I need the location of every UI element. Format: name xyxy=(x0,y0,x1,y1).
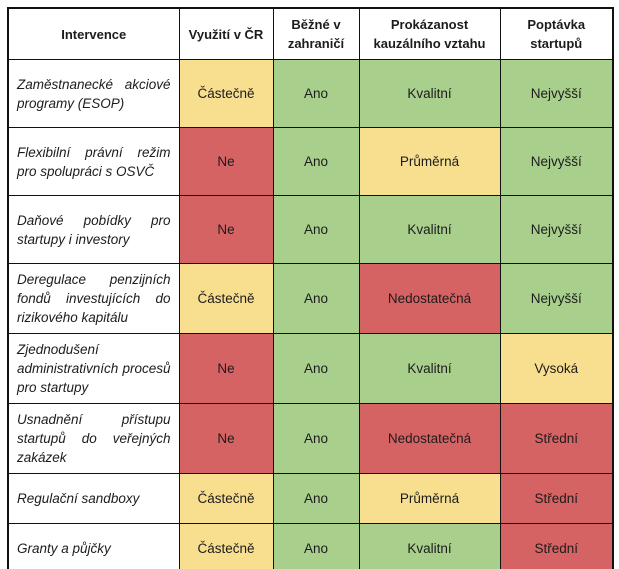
usage-cr-cell: Ne xyxy=(178,333,274,404)
causality-evidence-cell: Průměrná xyxy=(358,127,501,196)
intervention-name: Flexibilní právní režim pro spolupráci s… xyxy=(7,127,180,196)
table-row: Daňové pobídky pro startupy i investory … xyxy=(7,195,614,264)
common-abroad-cell: Ano xyxy=(272,523,360,569)
common-abroad-cell: Ano xyxy=(272,403,360,474)
usage-cr-cell: Ne xyxy=(178,403,274,474)
intervention-name: Deregulace penzijních fondů investujícíc… xyxy=(7,263,180,334)
common-abroad-cell: Ano xyxy=(272,473,360,524)
usage-cr-cell: Ne xyxy=(178,127,274,196)
table-row: Flexibilní právní režim pro spolupráci s… xyxy=(7,127,614,196)
table-row: Regulační sandboxy Částečně Ano Průměrná… xyxy=(7,473,614,524)
causality-evidence-cell: Kvalitní xyxy=(358,195,501,264)
common-abroad-cell: Ano xyxy=(272,59,360,128)
column-header-intervention: Intervence xyxy=(7,7,180,60)
table-row: Usnadnění přístupu startupů do veřejných… xyxy=(7,403,614,474)
table-row: Zaměstnanecké akciové programy (ESOP) Čá… xyxy=(7,59,614,128)
common-abroad-cell: Ano xyxy=(272,263,360,334)
causality-evidence-cell: Kvalitní xyxy=(358,333,501,404)
causality-evidence-cell: Nedostatečná xyxy=(358,403,501,474)
startup-demand-cell: Střední xyxy=(499,403,614,474)
causality-evidence-cell: Nedostatečná xyxy=(358,263,501,334)
usage-cr-cell: Částečně xyxy=(178,59,274,128)
intervention-name: Usnadnění přístupu startupů do veřejných… xyxy=(7,403,180,474)
startup-demand-cell: Nejvyšší xyxy=(499,127,614,196)
table-row: Granty a půjčky Částečně Ano Kvalitní St… xyxy=(7,523,614,569)
intervention-name: Regulační sandboxy xyxy=(7,473,180,524)
common-abroad-cell: Ano xyxy=(272,127,360,196)
usage-cr-cell: Částečně xyxy=(178,473,274,524)
table-row: Zjednodušení administrativních procesů p… xyxy=(7,333,614,404)
common-abroad-cell: Ano xyxy=(272,333,360,404)
table-body: Zaměstnanecké akciové programy (ESOP) Čá… xyxy=(7,59,614,569)
startup-demand-cell: Střední xyxy=(499,523,614,569)
table-header: Intervence Využití v ČR Běžné v zahranič… xyxy=(7,7,614,60)
intervention-name: Daňové pobídky pro startupy i investory xyxy=(7,195,180,264)
startup-demand-cell: Nejvyšší xyxy=(499,195,614,264)
causality-evidence-cell: Průměrná xyxy=(358,473,501,524)
startup-demand-cell: Nejvyšší xyxy=(499,59,614,128)
causality-evidence-cell: Kvalitní xyxy=(358,59,501,128)
startup-demand-cell: Střední xyxy=(499,473,614,524)
usage-cr-cell: Ne xyxy=(178,195,274,264)
common-abroad-cell: Ano xyxy=(272,195,360,264)
usage-cr-cell: Částečně xyxy=(178,263,274,334)
intervention-name: Granty a půjčky xyxy=(7,523,180,569)
startup-demand-cell: Nejvyšší xyxy=(499,263,614,334)
column-header-causality-evidence: Prokázanost kauzálního vztahu xyxy=(358,7,501,60)
header-row: Intervence Využití v ČR Běžné v zahranič… xyxy=(7,7,614,60)
intervention-name: Zjednodušení administrativních procesů p… xyxy=(7,333,180,404)
interventions-table: Intervence Využití v ČR Běžné v zahranič… xyxy=(7,7,614,569)
usage-cr-cell: Částečně xyxy=(178,523,274,569)
table-row: Deregulace penzijních fondů investujícíc… xyxy=(7,263,614,334)
startup-demand-cell: Vysoká xyxy=(499,333,614,404)
column-header-usage-cr: Využití v ČR xyxy=(178,7,274,60)
column-header-startup-demand: Poptávka startupů xyxy=(499,7,614,60)
causality-evidence-cell: Kvalitní xyxy=(358,523,501,569)
column-header-common-abroad: Běžné v zahraničí xyxy=(272,7,360,60)
intervention-name: Zaměstnanecké akciové programy (ESOP) xyxy=(7,59,180,128)
